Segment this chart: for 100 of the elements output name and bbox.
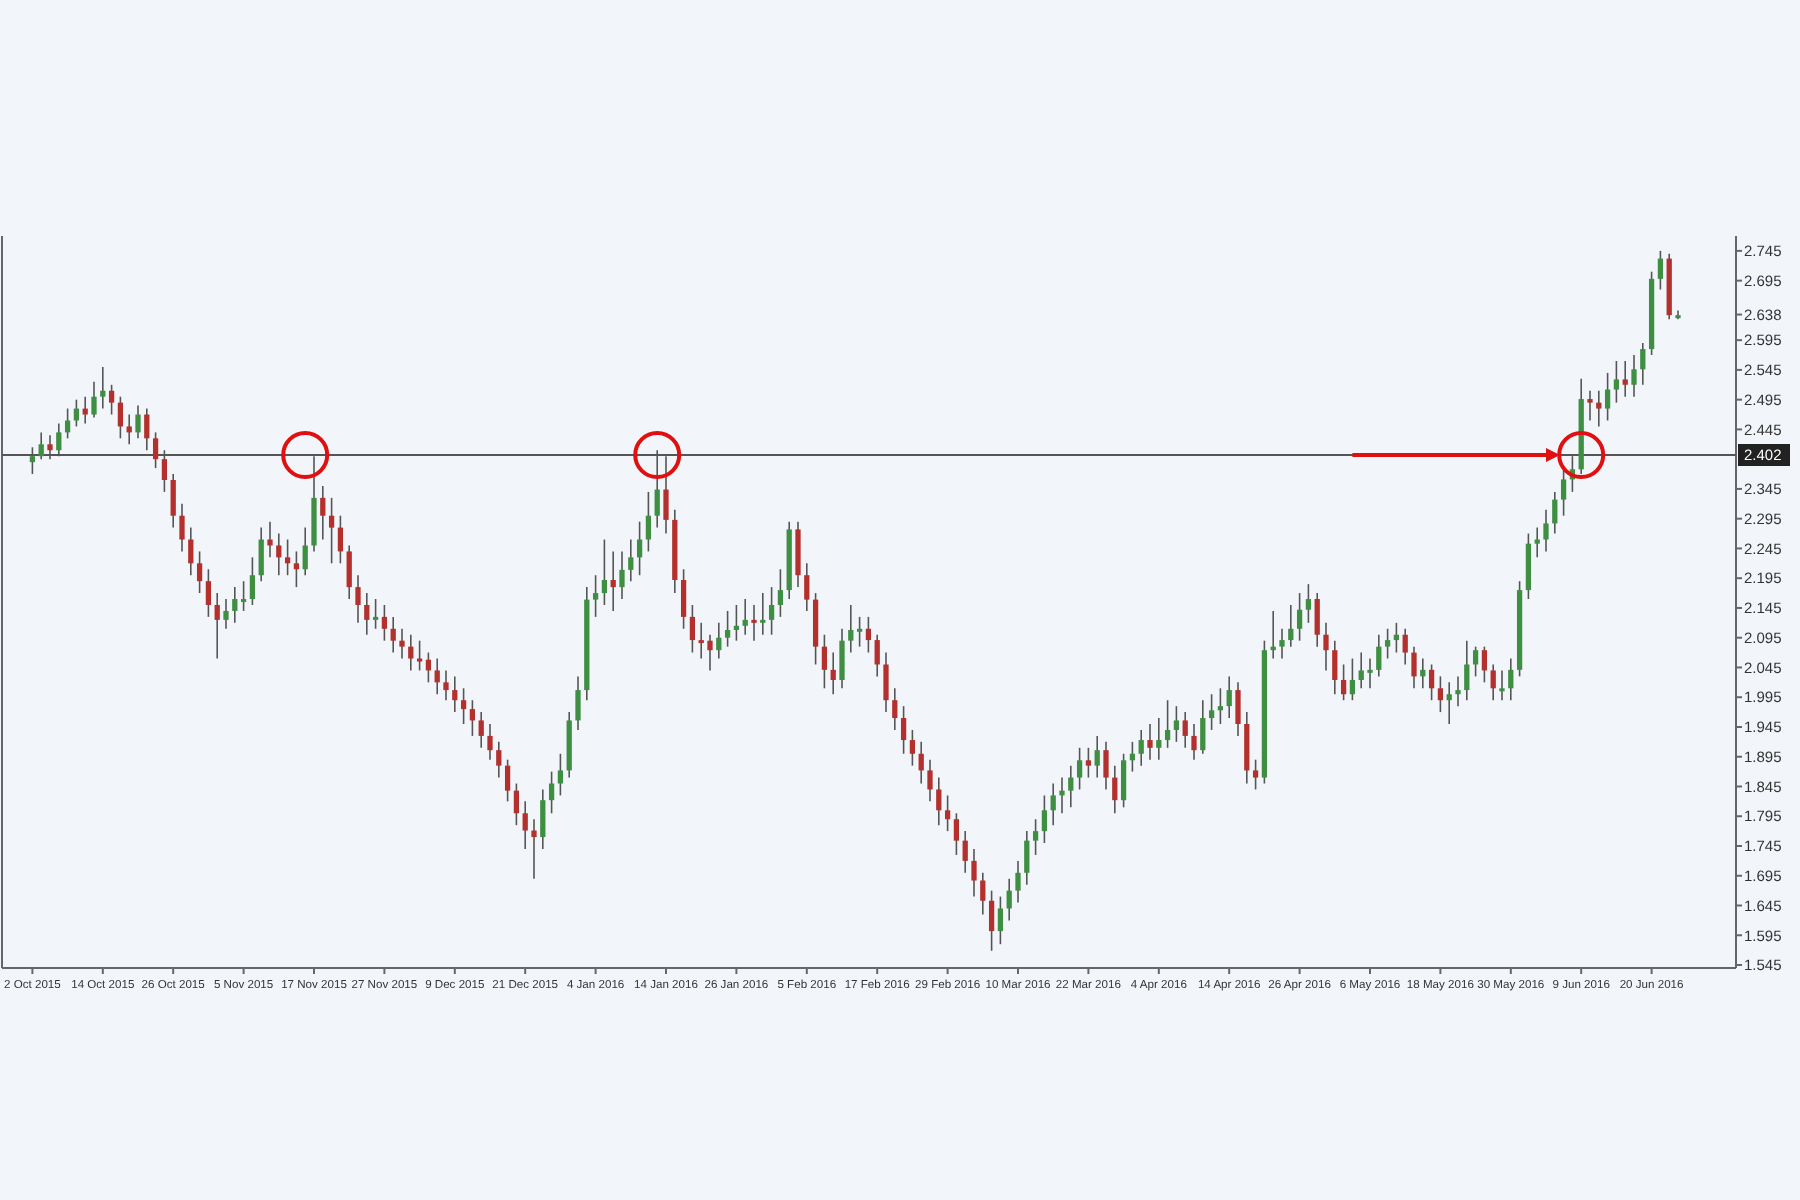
- candlestick: [1103, 741, 1109, 791]
- candlestick: [742, 598, 748, 636]
- candlestick: [434, 657, 440, 696]
- candlestick: [91, 381, 97, 419]
- candlestick: [1464, 639, 1470, 701]
- candlestick: [1508, 657, 1514, 701]
- candlestick: [188, 526, 194, 577]
- candlestick: [548, 770, 555, 815]
- candlestick: [1640, 342, 1646, 386]
- candlestick: [1411, 645, 1417, 690]
- candlestick: [320, 485, 326, 541]
- candlestick: [302, 526, 308, 577]
- candlestick: [1032, 818, 1039, 856]
- candlestick: [1112, 764, 1118, 815]
- candlestick: [883, 651, 889, 713]
- candlestick: [1534, 526, 1540, 559]
- candlestick: [381, 604, 388, 642]
- candlestick: [839, 627, 845, 690]
- candlestick: [1138, 729, 1144, 767]
- candlestick: [892, 687, 898, 731]
- candlestick: [82, 395, 88, 425]
- candlestick: [601, 538, 608, 606]
- candlestick: [777, 568, 784, 618]
- candlestick: [619, 550, 625, 600]
- candlestick: [1296, 592, 1303, 642]
- candlestick: [795, 520, 801, 588]
- candlestick: [1094, 735, 1100, 779]
- candlestick: [1402, 627, 1408, 666]
- candlestick: [232, 586, 238, 624]
- candlestick: [1068, 764, 1074, 809]
- candlestick: [276, 532, 282, 577]
- candlestick: [900, 705, 907, 755]
- candlestick: [240, 580, 247, 612]
- candlestick: [1191, 723, 1197, 761]
- candlestick: [1182, 711, 1188, 749]
- candlestick: [390, 616, 396, 654]
- candlestick: [469, 699, 476, 737]
- candlestick: [1367, 657, 1373, 690]
- candlestick: [1288, 604, 1294, 648]
- candlestick: [487, 723, 493, 761]
- candlestick: [126, 413, 132, 446]
- candlestick: [205, 568, 212, 618]
- candlestick: [856, 616, 863, 648]
- candlestick: [1085, 747, 1092, 779]
- candlestick: [953, 812, 960, 856]
- candlestick: [540, 788, 546, 850]
- candlestick: [337, 514, 344, 565]
- candlestick: [812, 592, 819, 666]
- candlestick: [284, 538, 291, 577]
- candlestick: [751, 604, 757, 642]
- candlestick: [1076, 747, 1083, 791]
- candlestick: [1156, 717, 1162, 761]
- candlestick: [1622, 360, 1628, 398]
- candlestick: [1015, 860, 1021, 904]
- candlestick: [1173, 705, 1180, 743]
- candlestick: [1613, 360, 1620, 404]
- candlestick: [768, 586, 775, 636]
- candlestick: [733, 604, 740, 642]
- candlestick: [874, 633, 880, 678]
- candlestick: [135, 404, 141, 440]
- candlestick: [557, 752, 564, 797]
- candlestick: [760, 592, 766, 636]
- candlestick: [1006, 877, 1012, 922]
- candlestick: [1428, 663, 1435, 701]
- candlestick: [1208, 693, 1215, 731]
- candlestick: [1455, 675, 1461, 707]
- candlestick: [1349, 657, 1356, 701]
- candlestick: [117, 395, 124, 440]
- candlestick: [460, 687, 467, 725]
- candlestick: [1226, 675, 1232, 719]
- candlestick: [64, 407, 71, 440]
- candlestick: [909, 729, 916, 767]
- candlestick: [504, 758, 511, 803]
- candlestick: [1552, 491, 1558, 535]
- candlestick: [1120, 752, 1127, 809]
- candlestick: [971, 848, 977, 898]
- candlestick: [1481, 645, 1488, 684]
- candlestick: [1376, 633, 1382, 678]
- candlestick: [258, 526, 264, 582]
- candlestick: [1604, 372, 1611, 422]
- candlestick: [1657, 250, 1664, 291]
- candlestick: [645, 491, 652, 553]
- candlestick: [689, 604, 696, 654]
- candlestick: [144, 407, 150, 452]
- candlestick: [1332, 639, 1338, 696]
- candlestick: [1490, 663, 1496, 701]
- candlestick: [680, 568, 687, 630]
- candlestick: [1041, 794, 1048, 844]
- candlestick: [1560, 467, 1567, 517]
- candlestick: [478, 711, 484, 749]
- candlestick: [865, 616, 872, 654]
- candlestick: [1147, 723, 1153, 761]
- candlestick: [1446, 681, 1452, 725]
- candlestick: [1217, 687, 1224, 725]
- candlestick: [522, 800, 528, 850]
- candlestick: [707, 633, 713, 672]
- candlestick: [1631, 354, 1637, 398]
- candlestick: [1235, 681, 1241, 737]
- candlestick: [592, 574, 599, 618]
- candlestick: [636, 520, 643, 577]
